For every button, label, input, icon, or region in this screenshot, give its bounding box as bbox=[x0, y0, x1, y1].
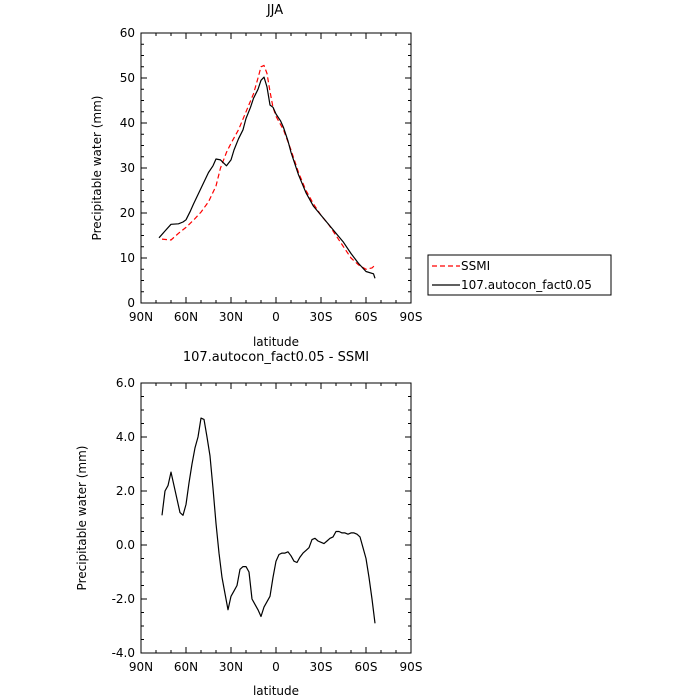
top-y-tick-label: 60 bbox=[120, 26, 135, 40]
top-y-tick-label: 50 bbox=[120, 71, 135, 85]
legend-label-ssmi: SSMI bbox=[461, 259, 490, 273]
top-y-axis-label: Precipitable water (mm) bbox=[90, 96, 104, 241]
top-x-axis-label: latitude bbox=[253, 335, 299, 349]
bottom-y-tick-label: 6.0 bbox=[116, 376, 135, 390]
top-x-tick-label: 90N bbox=[129, 310, 153, 324]
bottom-y-tick-label: -4.0 bbox=[112, 646, 135, 660]
top-y-tick-label: 0 bbox=[127, 296, 135, 310]
top-title: JJA bbox=[266, 3, 283, 18]
top-x-tick-label: 30N bbox=[219, 310, 243, 324]
top-x-tick-label: 0 bbox=[272, 310, 280, 324]
bottom-y-axis-label: Precipitable water (mm) bbox=[75, 446, 89, 591]
bottom-x-tick-label: 30N bbox=[219, 660, 243, 674]
top-series bbox=[158, 64, 376, 279]
top-x-tick-label: 60N bbox=[174, 310, 198, 324]
bottom-x-tick-label: 60S bbox=[355, 660, 378, 674]
bottom-x-axis-label: latitude bbox=[253, 684, 299, 698]
legend: SSMI 107.autocon_fact0.05 bbox=[427, 254, 612, 296]
top-y-tick-label: 10 bbox=[120, 251, 135, 265]
top-plot-frame bbox=[140, 32, 412, 304]
top-y-tick-label: 30 bbox=[120, 161, 135, 175]
top-axes: 90N 60N 30N 0 30S 60S 90S 0 10 20 30 40 50 60 bbox=[120, 26, 423, 324]
bottom-series bbox=[161, 417, 376, 624]
bottom-x-tick-label: 30S bbox=[310, 660, 333, 674]
bottom-y-tick-label: 4.0 bbox=[116, 430, 135, 444]
top-x-tick-label: 90S bbox=[400, 310, 423, 324]
bottom-title: 107.autocon_fact0.05 - SSMI bbox=[183, 350, 369, 365]
top-x-tick-label: 30S bbox=[310, 310, 333, 324]
top-x-tick-label: 60S bbox=[355, 310, 378, 324]
bottom-x-tick-label: 90N bbox=[129, 660, 153, 674]
bottom-y-tick-label: 2.0 bbox=[116, 484, 135, 498]
bottom-y-tick-label: 0.0 bbox=[116, 538, 135, 552]
bottom-panel: 107.autocon_fact0.05 - SSMI 90N 60N 30N 0 30… bbox=[75, 350, 422, 698]
legend-box bbox=[427, 254, 612, 296]
bottom-axes: 90N 60N 30N 0 30S 60S 90S -4.0 -2.0 0.0 2.0 4.0 6.0 bbox=[112, 376, 423, 674]
top-panel: JJA 90N 60N 30N 0 30S 60S 90S 0 10 20 30 40 50 60 lat… bbox=[90, 3, 422, 349]
bottom-x-tick-label: 0 bbox=[272, 660, 280, 674]
top-y-tick-label: 20 bbox=[120, 206, 135, 220]
bottom-y-tick-label: -2.0 bbox=[112, 592, 135, 606]
bottom-series-line-0 bbox=[161, 417, 376, 624]
top-y-tick-label: 40 bbox=[120, 116, 135, 130]
top-series-line-0 bbox=[161, 64, 376, 270]
top-series-line-1 bbox=[158, 76, 376, 279]
bottom-plot-frame bbox=[140, 382, 412, 654]
bottom-x-tick-label: 60N bbox=[174, 660, 198, 674]
bottom-x-tick-label: 90S bbox=[400, 660, 423, 674]
legend-label-model: 107.autocon_fact0.05 bbox=[461, 278, 592, 292]
